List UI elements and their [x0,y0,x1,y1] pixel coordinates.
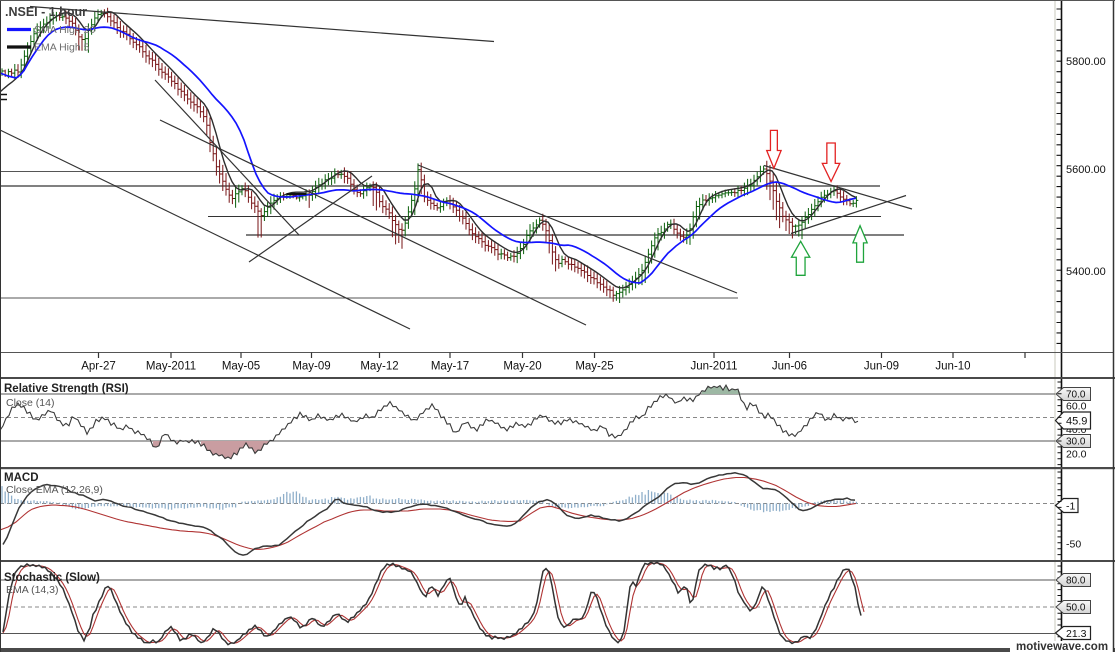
svg-text:May-2011: May-2011 [146,361,196,373]
svg-text:70.0: 70.0 [1066,390,1086,401]
svg-text:May-17: May-17 [431,361,469,373]
svg-text:80.0: 80.0 [1066,576,1086,587]
svg-text:MACD: MACD [4,472,39,484]
svg-text:EMA (14,3): EMA (14,3) [6,584,59,596]
svg-text:Relative Strength (RSI): Relative Strength (RSI) [4,383,129,395]
svg-text:-1: -1 [1066,501,1075,513]
svg-text:45.9: 45.9 [1066,416,1087,428]
svg-text:Stochastic (Slow): Stochastic (Slow) [4,572,100,584]
svg-text:May-05: May-05 [222,361,260,373]
svg-text:May-25: May-25 [575,361,613,373]
svg-text:motivewave.com: motivewave.com [1016,641,1108,652]
svg-text:5400.00: 5400.00 [1066,266,1106,278]
svg-text:May-20: May-20 [503,361,541,373]
svg-text:Close (14): Close (14) [6,397,54,409]
svg-text:60.0: 60.0 [1066,401,1087,413]
svg-text:Jun-09: Jun-09 [864,361,899,373]
svg-text:5600.00: 5600.00 [1066,164,1106,176]
svg-text:Jun-2011: Jun-2011 [690,361,737,373]
svg-text:Apr-27: Apr-27 [81,361,116,373]
svg-text:Close EMA (12,26,9): Close EMA (12,26,9) [6,484,103,496]
svg-text:-50: -50 [1066,539,1081,551]
svg-text:30.0: 30.0 [1066,437,1086,448]
svg-text:Jun-10: Jun-10 [935,361,970,373]
svg-text:.NSEI - 1 hour: .NSEI - 1 hour [5,5,87,19]
svg-text:Jun-06: Jun-06 [772,361,807,373]
svg-text:SMA High 20: SMA High 20 [34,24,95,36]
svg-text:21.3: 21.3 [1066,628,1087,640]
svg-text:50.0: 50.0 [1066,603,1086,614]
svg-text:20.0: 20.0 [1066,449,1087,461]
svg-text:5800.00: 5800.00 [1066,56,1106,68]
svg-text:May-09: May-09 [292,361,330,373]
svg-text:May-12: May-12 [360,361,398,373]
svg-text:EMA High 5: EMA High 5 [34,42,90,54]
